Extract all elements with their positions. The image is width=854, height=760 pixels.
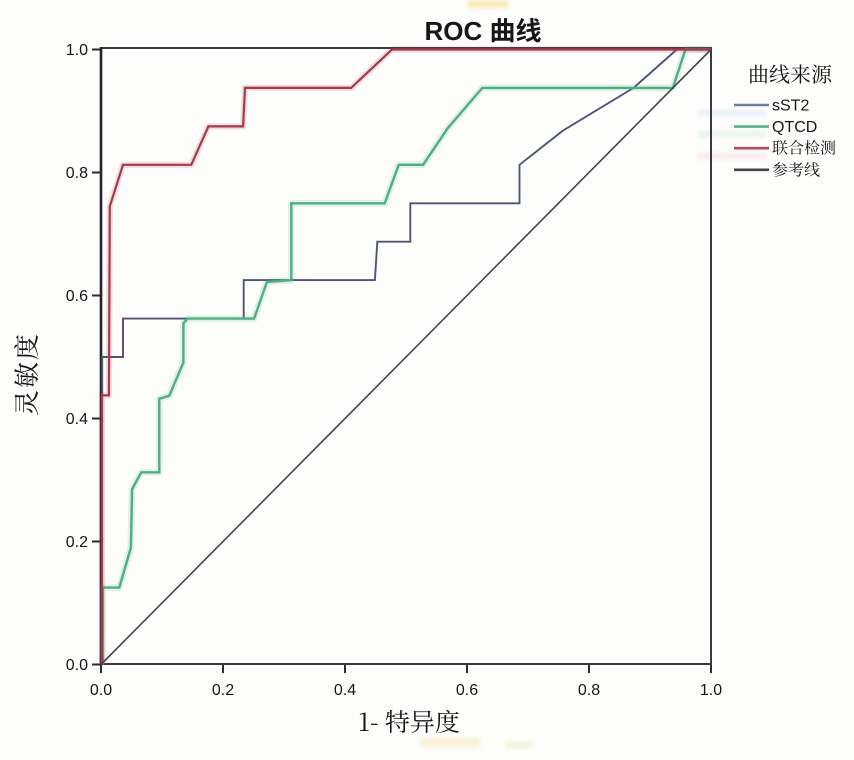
x-tick-label: 0.4: [334, 682, 356, 699]
y-tick-label: 0.0: [66, 657, 88, 674]
x-tick-label: 1.0: [700, 682, 722, 699]
y-tick-label: 0.8: [66, 165, 88, 182]
roc-curves: [98, 46, 712, 666]
axis-tick-labels: 0.0 0.2 0.4 0.6 0.8 1.0 0.0 0.2 0.4 0.6 0.8 1.0: [66, 42, 722, 699]
legend-label-sST2: sST2: [772, 98, 809, 115]
legend-title: 曲线来源: [748, 59, 832, 89]
legend-label-联合检测: 联合检测: [772, 140, 836, 158]
x-tick-label: 0.8: [578, 682, 600, 699]
x-axis-title: 1- 特异度: [358, 703, 460, 739]
y-tick-label: 0.6: [66, 288, 88, 305]
curve-参考线: [100, 48, 712, 666]
y-tick-label: 1.0: [66, 42, 88, 59]
legend-entry: 联合检测: [734, 140, 836, 158]
y-axis-title: 灵敏度: [7, 332, 44, 416]
legend-entry: sST2: [734, 98, 809, 115]
legend-entry: 参考线: [734, 161, 820, 179]
y-tick-label: 0.2: [66, 534, 88, 551]
legend-label-QTCD: QTCD: [772, 119, 817, 136]
y-tick-label: 0.4: [66, 411, 88, 428]
legend-label-参考线: 参考线: [772, 161, 820, 179]
curve-sST2: [101, 48, 711, 665]
axis-ticks: [92, 48, 712, 673]
x-tick-label: 0.2: [212, 682, 234, 699]
curve-QTCD: [101, 48, 711, 665]
x-tick-label: 0.6: [456, 682, 478, 699]
x-tick-label: 0.0: [90, 682, 112, 699]
scan-artifacts: [420, 0, 766, 749]
legend-entry: QTCD: [734, 119, 817, 136]
curve-联合检测: [100, 48, 711, 665]
chart-title: ROC 曲线: [424, 16, 541, 46]
